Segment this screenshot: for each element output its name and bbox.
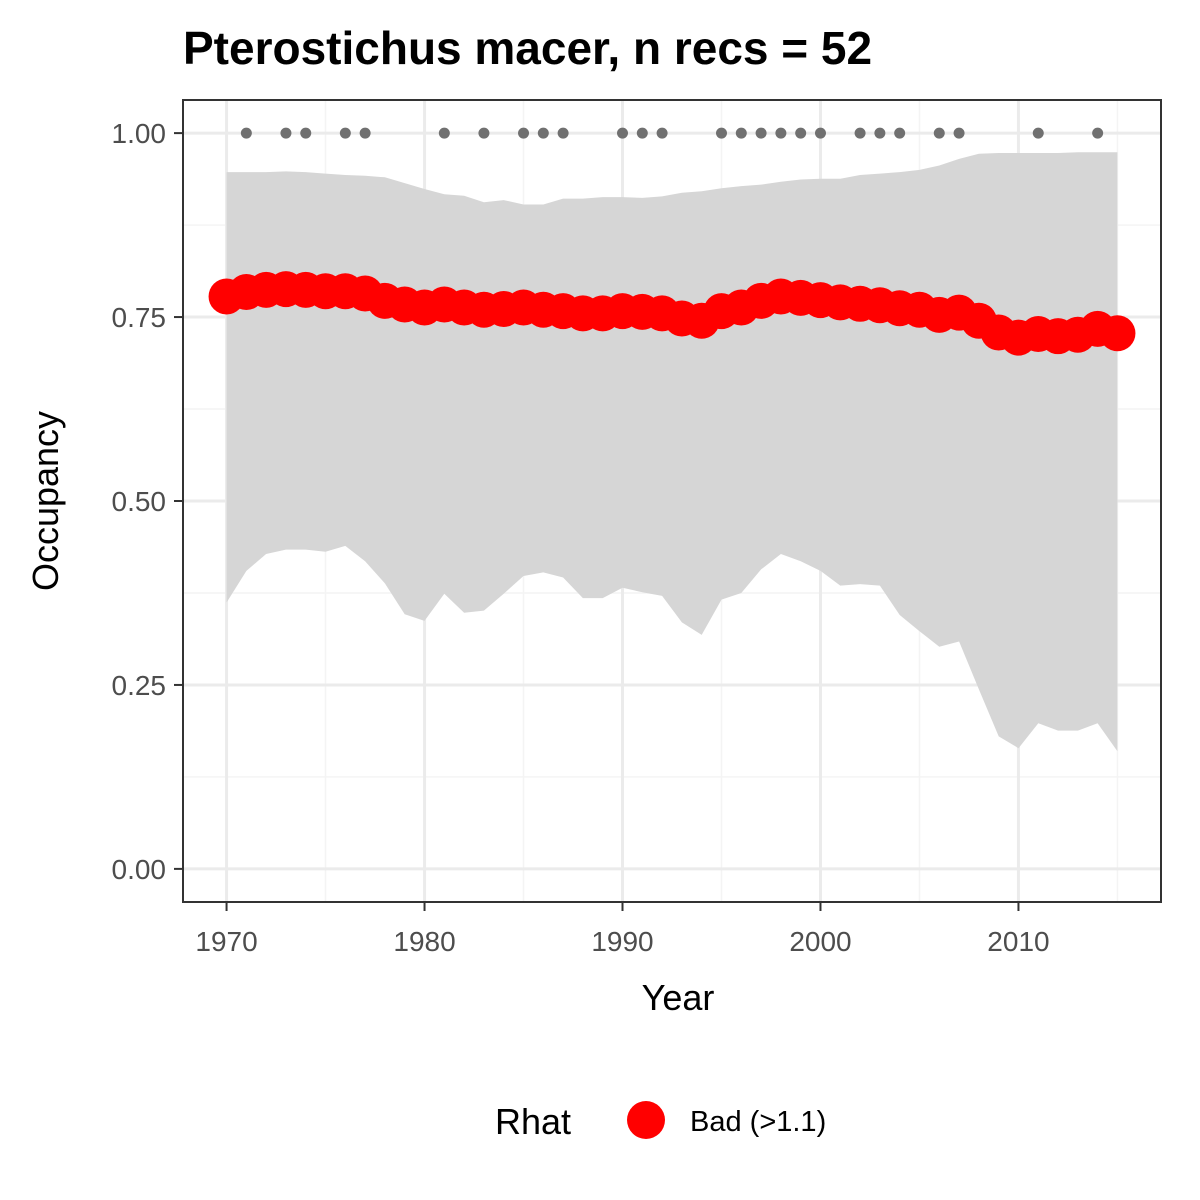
legend-key-bad-rhat: [627, 1101, 665, 1139]
record-point: [617, 127, 629, 139]
x-tick-label: 1970: [195, 926, 257, 957]
record-point: [656, 127, 668, 139]
record-point: [755, 127, 767, 139]
record-point: [339, 127, 351, 139]
chart-title: Pterostichus macer, n recs = 52: [183, 22, 872, 74]
record-point: [240, 127, 252, 139]
y-tick-label: 0.00: [112, 854, 167, 885]
record-point: [300, 127, 312, 139]
record-point: [537, 127, 549, 139]
legend-title: Rhat: [495, 1101, 571, 1142]
x-tick-label: 1990: [591, 926, 653, 957]
mean-point: [1099, 315, 1136, 352]
record-point: [894, 127, 906, 139]
y-tick-label: 0.25: [112, 670, 167, 701]
x-tick-label: 2010: [987, 926, 1049, 957]
y-tick-label: 0.50: [112, 486, 167, 517]
x-tick-label: 1980: [393, 926, 455, 957]
record-point: [280, 127, 292, 139]
record-point: [854, 127, 866, 139]
record-point: [775, 127, 787, 139]
y-axis-title: Occupancy: [25, 411, 66, 591]
record-point: [874, 127, 886, 139]
record-point: [478, 127, 490, 139]
legend-label: Bad (>1.1): [690, 1106, 826, 1138]
record-point: [795, 127, 807, 139]
record-point: [1092, 127, 1104, 139]
record-point: [438, 127, 450, 139]
legend: Rhat Bad (>1.1): [495, 1101, 826, 1142]
record-point: [557, 127, 569, 139]
record-point: [359, 127, 371, 139]
plot-panel: [182, 99, 1162, 903]
record-points: [240, 127, 1104, 139]
record-point: [953, 127, 965, 139]
record-point: [518, 127, 530, 139]
record-point: [814, 127, 826, 139]
x-axis: 1970 1980 1990 2000 2010: [195, 902, 1050, 957]
y-tick-label: 1.00: [112, 118, 167, 149]
record-point: [636, 127, 648, 139]
record-point: [933, 127, 945, 139]
x-axis-title: Year: [642, 977, 715, 1018]
record-point: [1032, 127, 1044, 139]
mean-occupancy-points: [208, 271, 1136, 356]
record-point: [715, 127, 727, 139]
y-tick-label: 0.75: [112, 302, 167, 333]
y-axis: 0.00 0.25 0.50 0.75 1.00: [112, 118, 183, 885]
x-tick-label: 2000: [789, 926, 851, 957]
record-point: [735, 127, 747, 139]
